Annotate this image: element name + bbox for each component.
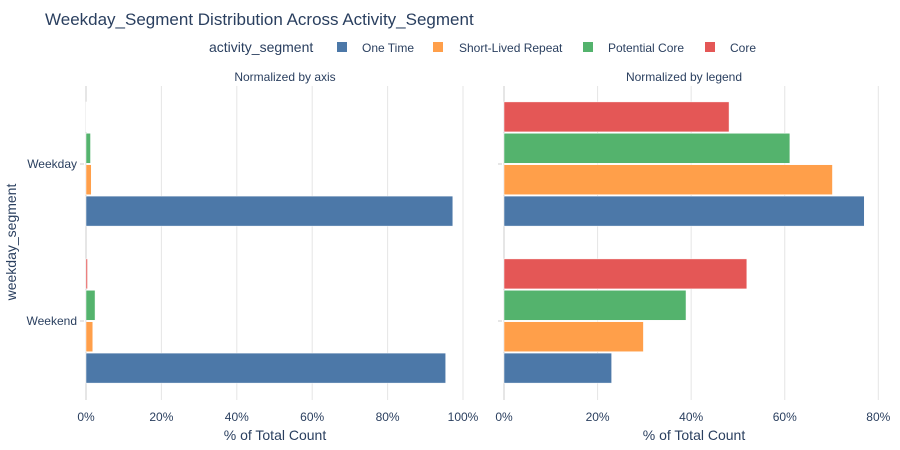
bar-normalized-by-axis-weekend-one-time[interactable] — [85, 352, 446, 384]
bar-normalized-by-axis-weekend-core[interactable] — [85, 258, 88, 290]
bar-normalized-by-legend-weekend-potential-core[interactable] — [503, 290, 687, 321]
legend-swatch-short-lived-repeat[interactable] — [433, 42, 443, 52]
legend-swatch-one-time[interactable] — [337, 42, 347, 52]
legend-label-potential-core[interactable]: Potential Core — [608, 41, 684, 55]
y-tick-label-weekday: Weekday — [27, 157, 77, 171]
x-tick-label-normalized-by-axis-20: 20% — [149, 410, 173, 424]
x-tick-label-normalized-by-legend-0: 0% — [495, 410, 513, 424]
x-axis-title-normalized-by-axis: % of Total Count — [224, 427, 327, 443]
x-axis-title-normalized-by-legend: % of Total Count — [643, 427, 746, 443]
bar-normalized-by-legend-weekend-one-time[interactable] — [503, 352, 612, 384]
panel-normalized-by-legend: Normalized by legend 0% 20% 40% 60% 80% % of… — [495, 70, 890, 443]
bar-normalized-by-axis-weekday-one-time[interactable] — [85, 195, 454, 227]
bar-normalized-by-axis-weekday-short-lived-repeat[interactable] — [85, 164, 92, 195]
legend-label-short-lived-repeat[interactable]: Short-Lived Repeat — [459, 41, 563, 55]
x-tick-label-normalized-by-axis-0: 0% — [77, 410, 95, 424]
panel-normalized-by-axis: Normalized by axis 0% 20% 40% 60% 80% 100% % … — [77, 70, 478, 443]
legend-title: activity_segment — [209, 39, 313, 55]
y-tick-label-weekend: Weekend — [27, 314, 77, 328]
bar-normalized-by-legend-weekend-core[interactable] — [503, 258, 748, 290]
bar-normalized-by-axis-weekday-potential-core[interactable] — [85, 133, 91, 164]
bar-normalized-by-legend-weekday-potential-core[interactable] — [503, 133, 791, 164]
x-tick-label-normalized-by-legend-60: 60% — [773, 410, 797, 424]
panel-title-normalized-by-axis: Normalized by axis — [234, 70, 335, 84]
bar-normalized-by-legend-weekday-core[interactable] — [503, 101, 730, 133]
bar-normalized-by-legend-weekday-short-lived-repeat[interactable] — [503, 164, 833, 195]
chart-title: Weekday_Segment Distribution Across Acti… — [45, 10, 474, 29]
x-tick-label-normalized-by-axis-60: 60% — [300, 410, 324, 424]
legend-label-core[interactable]: Core — [730, 41, 756, 55]
x-tick-label-normalized-by-axis-80: 80% — [376, 410, 400, 424]
bar-normalized-by-axis-weekend-short-lived-repeat[interactable] — [85, 321, 94, 352]
y-axis-title: weekday_segment — [3, 184, 19, 302]
legend: activity_segment One Time Short-Lived Re… — [209, 39, 756, 55]
legend-swatch-potential-core[interactable] — [583, 42, 593, 52]
x-tick-label-normalized-by-axis-100: 100% — [448, 410, 479, 424]
legend-swatch-core[interactable] — [705, 42, 715, 52]
legend-label-one-time[interactable]: One Time — [362, 41, 414, 55]
x-tick-label-normalized-by-legend-40: 40% — [679, 410, 703, 424]
x-tick-label-normalized-by-axis-40: 40% — [225, 410, 249, 424]
x-tick-label-normalized-by-legend-80: 80% — [866, 410, 890, 424]
bar-normalized-by-axis-weekend-potential-core[interactable] — [85, 290, 96, 321]
x-tick-label-normalized-by-legend-20: 20% — [586, 410, 610, 424]
panel-title-normalized-by-legend: Normalized by legend — [626, 70, 742, 84]
bar-normalized-by-legend-weekend-short-lived-repeat[interactable] — [503, 321, 644, 352]
bar-normalized-by-legend-weekday-one-time[interactable] — [503, 195, 865, 227]
